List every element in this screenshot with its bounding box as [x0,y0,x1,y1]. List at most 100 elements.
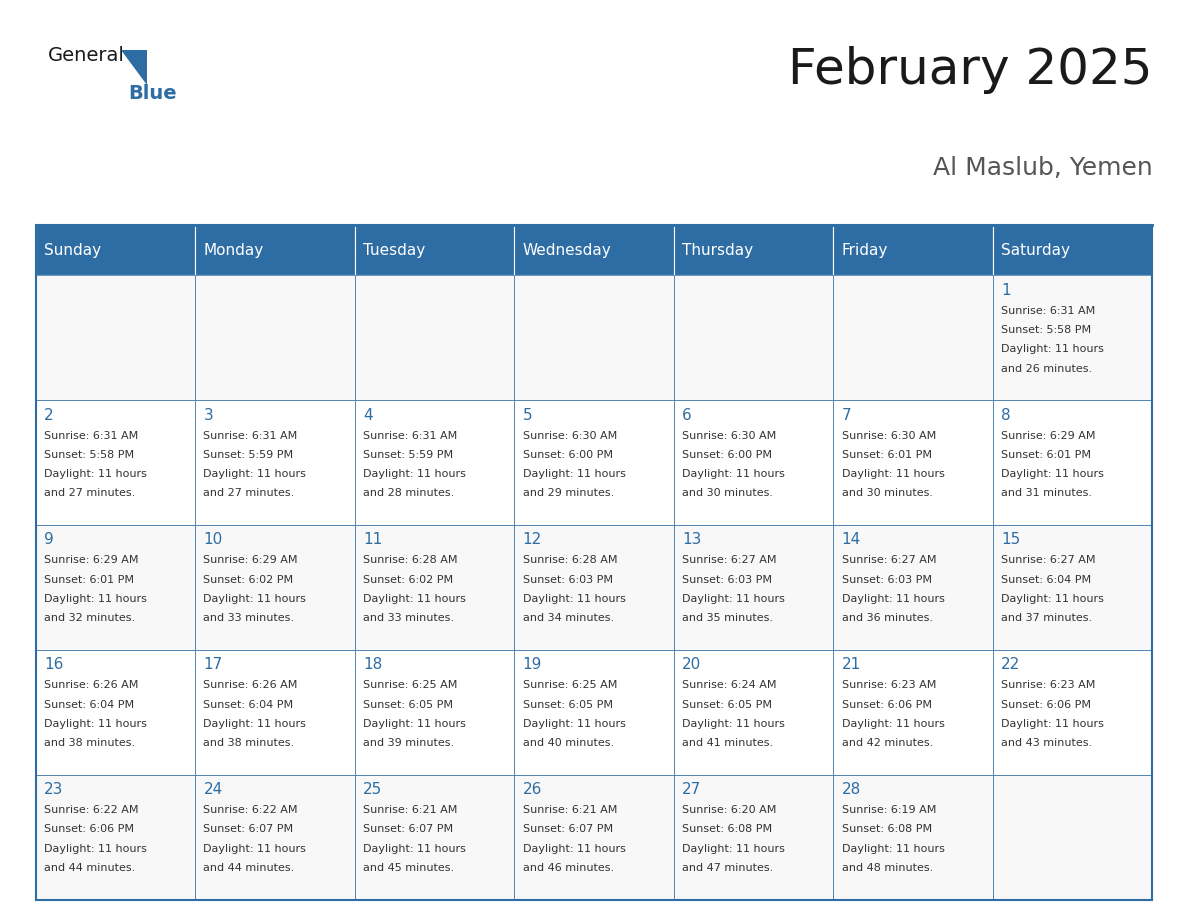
Text: 6: 6 [682,408,691,422]
Text: Daylight: 11 hours: Daylight: 11 hours [364,719,466,729]
Text: Sunrise: 6:29 AM: Sunrise: 6:29 AM [1001,431,1095,441]
Text: Sunrise: 6:31 AM: Sunrise: 6:31 AM [364,431,457,441]
Text: Daylight: 11 hours: Daylight: 11 hours [1001,719,1104,729]
Text: and 37 minutes.: and 37 minutes. [1001,613,1092,623]
Text: Sunrise: 6:25 AM: Sunrise: 6:25 AM [523,680,617,690]
Text: 11: 11 [364,532,383,547]
Bar [195,650,355,775]
Text: Sunset: 6:07 PM: Sunset: 6:07 PM [523,824,613,834]
Text: Wednesday: Wednesday [523,242,612,258]
Text: and 43 minutes.: and 43 minutes. [1001,738,1092,748]
Text: Sunrise: 6:28 AM: Sunrise: 6:28 AM [364,555,457,565]
Text: and 35 minutes.: and 35 minutes. [682,613,773,623]
Text: Saturday: Saturday [1001,242,1070,258]
Text: and 42 minutes.: and 42 minutes. [841,738,933,748]
Text: and 31 minutes.: and 31 minutes. [1001,488,1092,498]
Text: Sunrise: 6:28 AM: Sunrise: 6:28 AM [523,555,617,565]
Bar [514,775,674,900]
Bar [674,650,833,775]
Text: Sunrise: 6:26 AM: Sunrise: 6:26 AM [203,680,298,690]
Text: and 34 minutes.: and 34 minutes. [523,613,614,623]
Text: and 27 minutes.: and 27 minutes. [44,488,135,498]
Text: and 47 minutes.: and 47 minutes. [682,863,773,873]
Text: Daylight: 11 hours: Daylight: 11 hours [523,469,625,479]
Text: Sunrise: 6:23 AM: Sunrise: 6:23 AM [1001,680,1095,690]
Text: 21: 21 [841,657,861,672]
Polygon shape [121,50,147,85]
Bar [833,650,993,775]
Bar [514,400,674,525]
Text: and 33 minutes.: and 33 minutes. [364,613,454,623]
Text: Friday: Friday [841,242,887,258]
Text: and 40 minutes.: and 40 minutes. [523,738,614,748]
Text: Sunset: 6:04 PM: Sunset: 6:04 PM [1001,575,1092,585]
Text: Sunrise: 6:21 AM: Sunrise: 6:21 AM [364,805,457,815]
Bar [993,400,1152,525]
Text: Sunset: 6:01 PM: Sunset: 6:01 PM [44,575,134,585]
Text: Sunset: 6:03 PM: Sunset: 6:03 PM [682,575,772,585]
Text: Sunset: 6:04 PM: Sunset: 6:04 PM [203,700,293,710]
Text: Sunset: 6:03 PM: Sunset: 6:03 PM [841,575,931,585]
Text: Sunset: 6:03 PM: Sunset: 6:03 PM [523,575,613,585]
Text: Tuesday: Tuesday [364,242,425,258]
Text: Sunday: Sunday [44,242,101,258]
Text: Sunrise: 6:22 AM: Sunrise: 6:22 AM [203,805,298,815]
Bar [833,525,993,650]
Text: Sunset: 5:59 PM: Sunset: 5:59 PM [203,450,293,460]
Bar [355,650,514,775]
Text: 13: 13 [682,532,701,547]
Text: 19: 19 [523,657,542,672]
Bar [36,225,195,275]
Text: Daylight: 11 hours: Daylight: 11 hours [44,469,147,479]
Text: Sunrise: 6:22 AM: Sunrise: 6:22 AM [44,805,139,815]
Text: Daylight: 11 hours: Daylight: 11 hours [203,594,307,604]
Bar [355,275,514,400]
Text: Sunrise: 6:27 AM: Sunrise: 6:27 AM [841,555,936,565]
Text: Daylight: 11 hours: Daylight: 11 hours [682,469,785,479]
Text: Sunset: 6:05 PM: Sunset: 6:05 PM [682,700,772,710]
Text: 7: 7 [841,408,852,422]
Text: and 30 minutes.: and 30 minutes. [682,488,773,498]
Text: Sunrise: 6:31 AM: Sunrise: 6:31 AM [1001,306,1095,316]
Text: and 26 minutes.: and 26 minutes. [1001,364,1092,374]
Text: 24: 24 [203,782,222,797]
Text: Sunset: 6:06 PM: Sunset: 6:06 PM [1001,700,1091,710]
Bar [833,225,993,275]
Text: and 30 minutes.: and 30 minutes. [841,488,933,498]
Text: Sunrise: 6:26 AM: Sunrise: 6:26 AM [44,680,138,690]
Text: 26: 26 [523,782,542,797]
Text: Sunset: 6:06 PM: Sunset: 6:06 PM [44,824,134,834]
Bar [355,400,514,525]
Text: Sunset: 6:08 PM: Sunset: 6:08 PM [682,824,772,834]
Text: Sunrise: 6:21 AM: Sunrise: 6:21 AM [523,805,617,815]
Bar [833,275,993,400]
Text: Daylight: 11 hours: Daylight: 11 hours [682,719,785,729]
Text: Al Maslub, Yemen: Al Maslub, Yemen [933,156,1152,180]
Bar [514,525,674,650]
Text: Daylight: 11 hours: Daylight: 11 hours [523,844,625,854]
Text: Sunset: 5:58 PM: Sunset: 5:58 PM [1001,325,1092,335]
Bar [514,275,674,400]
Text: Daylight: 11 hours: Daylight: 11 hours [44,719,147,729]
Text: Daylight: 11 hours: Daylight: 11 hours [841,594,944,604]
Text: Sunrise: 6:30 AM: Sunrise: 6:30 AM [841,431,936,441]
Text: 10: 10 [203,532,222,547]
Text: 23: 23 [44,782,63,797]
Text: 5: 5 [523,408,532,422]
Bar [674,275,833,400]
Bar [355,525,514,650]
Text: Sunrise: 6:19 AM: Sunrise: 6:19 AM [841,805,936,815]
Text: Daylight: 11 hours: Daylight: 11 hours [44,594,147,604]
Text: Sunset: 6:04 PM: Sunset: 6:04 PM [44,700,134,710]
Text: Daylight: 11 hours: Daylight: 11 hours [1001,344,1104,354]
Text: and 36 minutes.: and 36 minutes. [841,613,933,623]
Text: Daylight: 11 hours: Daylight: 11 hours [364,469,466,479]
Bar [674,525,833,650]
Text: Sunset: 6:06 PM: Sunset: 6:06 PM [841,700,931,710]
Bar [993,525,1152,650]
Text: Sunrise: 6:30 AM: Sunrise: 6:30 AM [523,431,617,441]
Bar [833,775,993,900]
Bar [674,400,833,525]
Bar [36,275,195,400]
Text: Sunset: 5:58 PM: Sunset: 5:58 PM [44,450,134,460]
